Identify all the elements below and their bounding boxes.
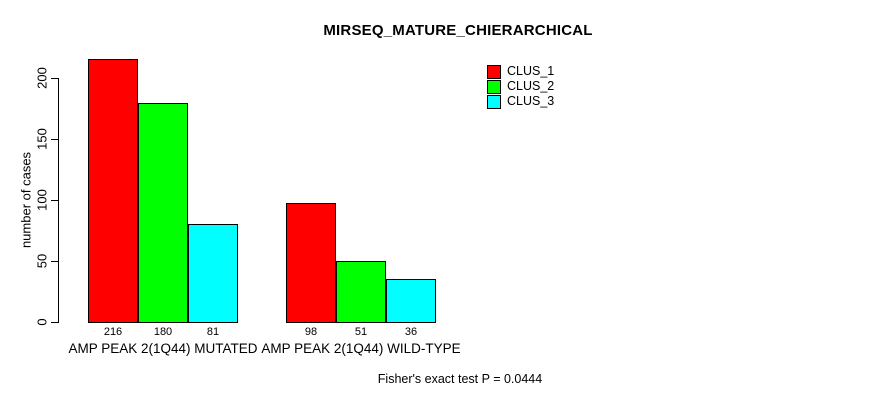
bar-value-label: 81: [206, 326, 220, 338]
legend-swatch-clus_3: [487, 94, 501, 109]
bar-value-label: 180: [153, 326, 173, 338]
y-tick-label: 0: [34, 318, 50, 326]
legend-item: CLUS_3: [487, 94, 554, 109]
legend-label: CLUS_2: [507, 79, 555, 93]
legend-swatch-clus_2: [487, 79, 501, 94]
bar-clus_2-group2: [336, 261, 386, 323]
bar-value-label: 51: [354, 326, 368, 338]
y-tick: [51, 261, 58, 262]
bar-value-label: 216: [103, 326, 123, 338]
bar-clus_2-group1: [138, 103, 188, 323]
bar-clus_1-group1: [88, 59, 138, 323]
legend: CLUS_1 CLUS_2 CLUS_3: [487, 64, 554, 109]
legend-label: CLUS_1: [507, 64, 555, 78]
bar-value-label: 98: [304, 326, 318, 338]
bar-value-label: 36: [404, 326, 418, 338]
bar-clus_3-group1: [188, 224, 238, 323]
fisher-test-annotation: Fisher's exact test P = 0.0444: [377, 372, 543, 386]
y-tick: [51, 78, 58, 79]
y-tick-label: 100: [34, 189, 50, 211]
chart-title: MIRSEQ_MATURE_CHIERARCHICAL: [323, 22, 593, 39]
y-tick-label: 50: [34, 253, 50, 269]
bar-clus_3-group2: [386, 279, 436, 323]
group-label: AMP PEAK 2(1Q44) MUTATED: [68, 341, 258, 356]
legend-swatch-clus_1: [487, 64, 501, 79]
legend-label: CLUS_3: [507, 94, 555, 108]
y-tick-label: 150: [34, 128, 50, 150]
y-tick: [51, 322, 58, 323]
legend-item: CLUS_1: [487, 64, 554, 79]
bar-clus_1-group2: [286, 203, 336, 323]
y-tick: [51, 200, 58, 201]
legend-item: CLUS_2: [487, 79, 554, 94]
y-tick: [51, 139, 58, 140]
y-tick-label: 200: [34, 67, 50, 89]
y-axis-line: [58, 77, 59, 323]
group-label: AMP PEAK 2(1Q44) WILD-TYPE: [261, 341, 461, 356]
